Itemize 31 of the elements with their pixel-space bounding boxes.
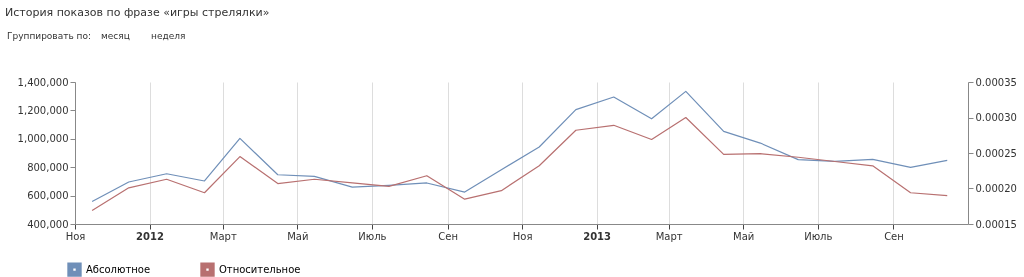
x-tick-label: Март	[209, 230, 237, 242]
line-series	[91, 116, 948, 212]
x-tick-label: Ноя	[65, 230, 86, 242]
y-tick-label: 1,200,000	[17, 104, 69, 116]
y2-tick-label: 0.00020	[975, 183, 1017, 194]
text: месяц	[101, 31, 130, 41]
x-tick-label: Июль	[804, 230, 833, 242]
x-tick-label: Май	[733, 230, 755, 242]
x-tick-label: Июль	[358, 230, 387, 242]
y2-tick-label: 0.00025	[975, 147, 1017, 159]
chart-title: История показов по фразе «игры стрелялки»	[5, 6, 270, 19]
x-tick-label: Май	[287, 230, 309, 242]
y-tick-label: 400,000	[27, 218, 69, 230]
y-tick-label: 600,000	[27, 190, 69, 202]
text: неделя	[151, 31, 186, 41]
text: Группировать по:	[7, 31, 92, 41]
x-tick-label: Март	[655, 230, 683, 242]
x-tick-label: 2012	[136, 230, 164, 242]
y2-tick-label: 0.00015	[975, 218, 1017, 230]
y-tick-label: 800,000	[27, 161, 69, 173]
x-tick-label: Сен	[884, 230, 904, 242]
x-tick-label: Ноя	[512, 230, 533, 242]
y-tick-label: 1,400,000	[17, 76, 69, 88]
y2-tick-label: 0.00030	[975, 112, 1017, 123]
x-tick-label: Сен	[438, 230, 458, 242]
y-tick-label: 1,000,000	[17, 133, 69, 145]
legend-label: Абсолютное	[86, 263, 151, 275]
legend-label: Относительное	[219, 263, 301, 275]
y2-tick-label: 0.00035	[975, 76, 1017, 88]
line-series	[91, 90, 948, 203]
x-tick-label: 2013	[583, 230, 612, 242]
